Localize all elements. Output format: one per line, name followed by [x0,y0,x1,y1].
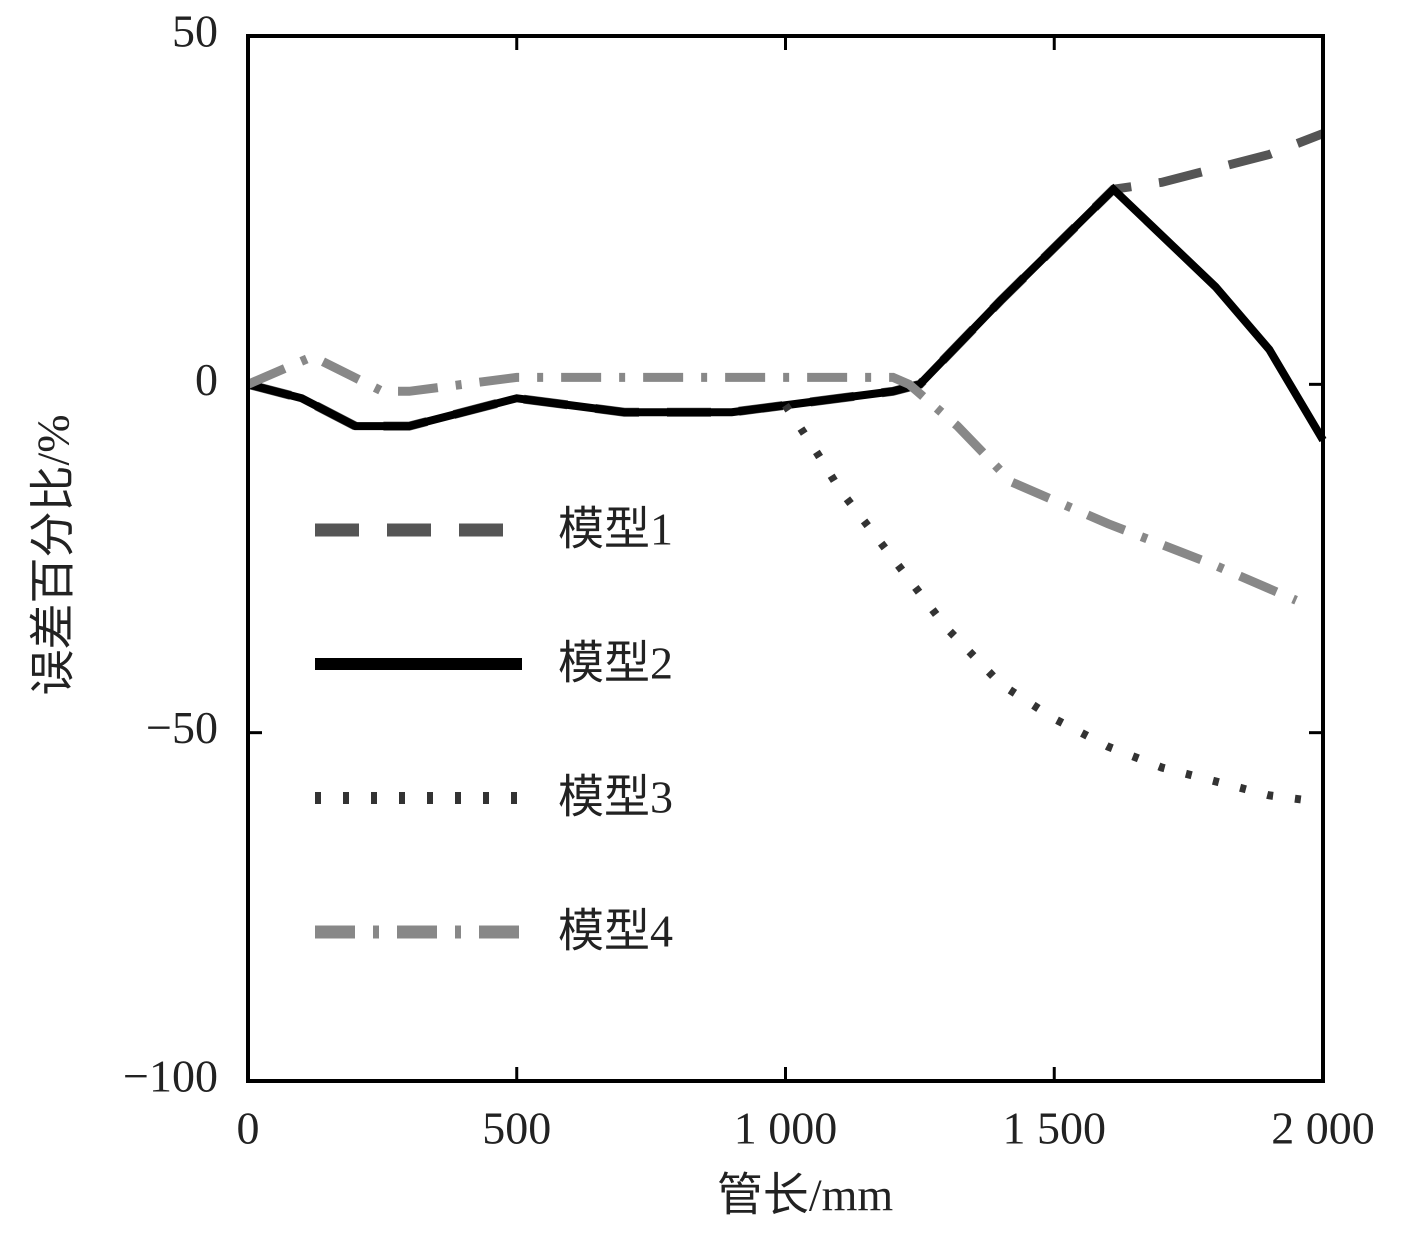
x-tick-label: 2 000 [1271,1103,1375,1154]
y-tick-label: 0 [195,354,218,405]
x-tick-label: 500 [482,1103,551,1154]
x-tick-label: 1 000 [734,1103,838,1154]
legend-label: 模型4 [558,906,673,957]
series-line [246,351,1298,605]
legend-label: 模型1 [558,504,673,555]
legend-label: 模型3 [558,772,673,823]
x-tick-label: 1 500 [1003,1103,1107,1154]
y-tick-label: −100 [123,1051,218,1102]
x-tick-label: 0 [237,1103,260,1154]
series-line [246,183,1327,443]
y-tick-label: −50 [146,702,218,753]
series-line [246,129,1325,431]
plot-frame [246,34,1325,1083]
y-axis-label: 误差百分比/% [28,414,79,695]
series-line [782,403,1324,807]
x-axis-label: 管长/mm [717,1170,894,1221]
legend-label: 模型2 [558,638,673,689]
y-tick-label: 50 [172,6,218,57]
